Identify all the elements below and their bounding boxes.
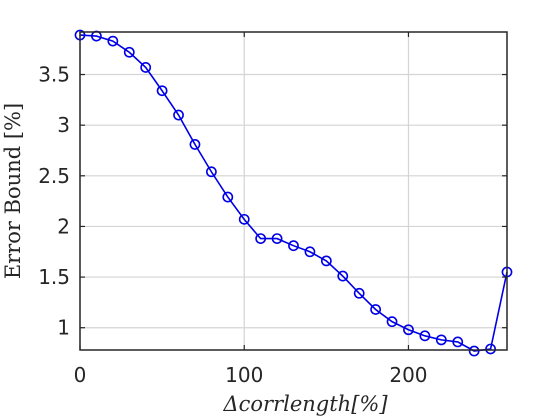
data-point xyxy=(140,62,152,73)
y-tick-label: 2.5 xyxy=(38,164,70,188)
data-point xyxy=(255,233,267,244)
data-point xyxy=(288,240,299,252)
data-point xyxy=(468,345,480,357)
data-point xyxy=(189,139,201,150)
data-point xyxy=(320,255,332,267)
y-axis-label: Error Bound [%] xyxy=(1,103,25,279)
x-axis-label: Δcorrlength[%] xyxy=(222,392,388,416)
x-tick-label: 100 xyxy=(225,363,263,387)
data-point xyxy=(173,109,184,121)
y-tick-label: 3.5 xyxy=(38,63,70,87)
data-point xyxy=(156,85,168,97)
data-point xyxy=(435,334,447,346)
data-point xyxy=(123,46,135,58)
data-point xyxy=(107,35,119,47)
y-tick-label: 1.5 xyxy=(38,265,70,289)
data-point xyxy=(403,324,414,336)
data-point xyxy=(238,213,250,225)
data-point xyxy=(337,270,349,282)
data-point xyxy=(452,336,464,348)
data-point xyxy=(485,343,496,355)
x-tick-label: 200 xyxy=(389,363,427,387)
y-tick-label: 1 xyxy=(57,316,70,340)
x-tick-label: 0 xyxy=(74,363,87,387)
data-point xyxy=(271,233,283,244)
data-point xyxy=(222,191,234,203)
data-point xyxy=(353,287,365,299)
grid-layer xyxy=(79,32,507,350)
data-point xyxy=(370,304,382,315)
data-point xyxy=(205,166,217,178)
plot-frame xyxy=(79,31,508,351)
y-tick-label: 3 xyxy=(57,113,70,137)
data-point xyxy=(304,246,316,258)
tick-layer: 0 100 200 1 1.5 2 2.5 3 3.5 xyxy=(38,32,507,387)
series-layer xyxy=(74,29,513,357)
series-line xyxy=(79,34,508,352)
data-point xyxy=(419,330,431,342)
data-point xyxy=(386,316,398,328)
y-tick-label: 2 xyxy=(57,214,70,238)
